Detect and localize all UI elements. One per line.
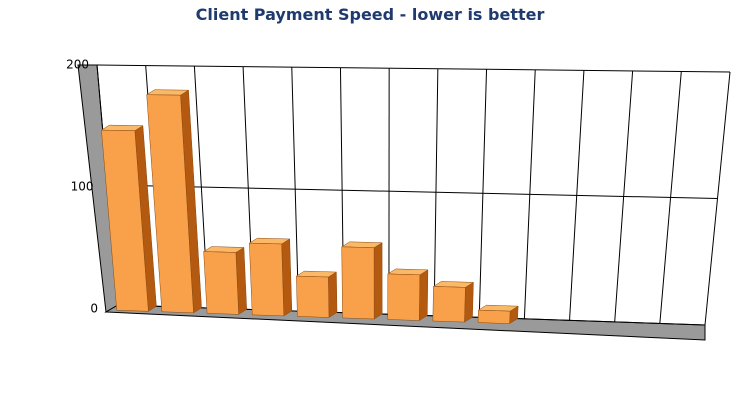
bar	[387, 268, 429, 321]
bar-front	[341, 246, 375, 320]
bar	[295, 270, 338, 318]
bar-side	[464, 281, 474, 323]
bar-front	[249, 242, 285, 317]
bar	[145, 89, 202, 314]
grid-line	[96, 64, 731, 73]
bar-side	[328, 271, 338, 318]
bar-side	[419, 269, 429, 321]
bar-side	[373, 242, 383, 320]
bar	[477, 304, 519, 325]
bar-front	[387, 273, 421, 321]
bar	[248, 237, 293, 317]
bar-top	[145, 89, 190, 96]
y-tick-label: 100	[71, 180, 94, 194]
bar-front	[203, 251, 239, 315]
bar-front	[296, 275, 330, 318]
grid-line	[107, 184, 718, 199]
bar-front	[432, 286, 466, 323]
bar-front	[477, 309, 511, 324]
bar	[340, 241, 383, 320]
bar-front	[146, 94, 194, 314]
y-tick-label: 0	[90, 302, 98, 316]
chart-title: Client Payment Speed - lower is better	[196, 5, 545, 24]
y-tick-label: 200	[66, 58, 89, 72]
bar	[432, 281, 475, 323]
bar	[202, 246, 247, 315]
bar	[100, 124, 157, 312]
bar-top	[100, 124, 144, 131]
bar-front	[101, 129, 149, 312]
